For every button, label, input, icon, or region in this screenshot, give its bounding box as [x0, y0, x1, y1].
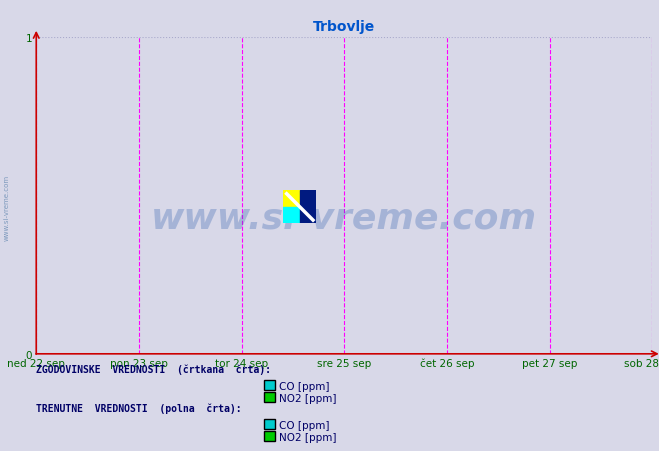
Text: NO2 [ppm]: NO2 [ppm]	[279, 393, 337, 403]
Text: NO2 [ppm]: NO2 [ppm]	[279, 432, 337, 442]
Text: CO [ppm]: CO [ppm]	[279, 381, 330, 391]
Polygon shape	[300, 191, 316, 224]
Polygon shape	[283, 191, 300, 207]
Text: TRENUTNE  VREDNOSTI  (polna  črta):: TRENUTNE VREDNOSTI (polna črta):	[36, 403, 242, 413]
Text: ZGODOVINSKE  VREDNOSTI  (črtkana  črta):: ZGODOVINSKE VREDNOSTI (črtkana črta):	[36, 364, 272, 374]
Polygon shape	[283, 207, 300, 224]
Text: www.si-vreme.com: www.si-vreme.com	[3, 175, 9, 240]
Text: www.si-vreme.com: www.si-vreme.com	[152, 201, 537, 235]
Title: Trbovlje: Trbovlje	[313, 20, 376, 34]
Text: CO [ppm]: CO [ppm]	[279, 420, 330, 430]
